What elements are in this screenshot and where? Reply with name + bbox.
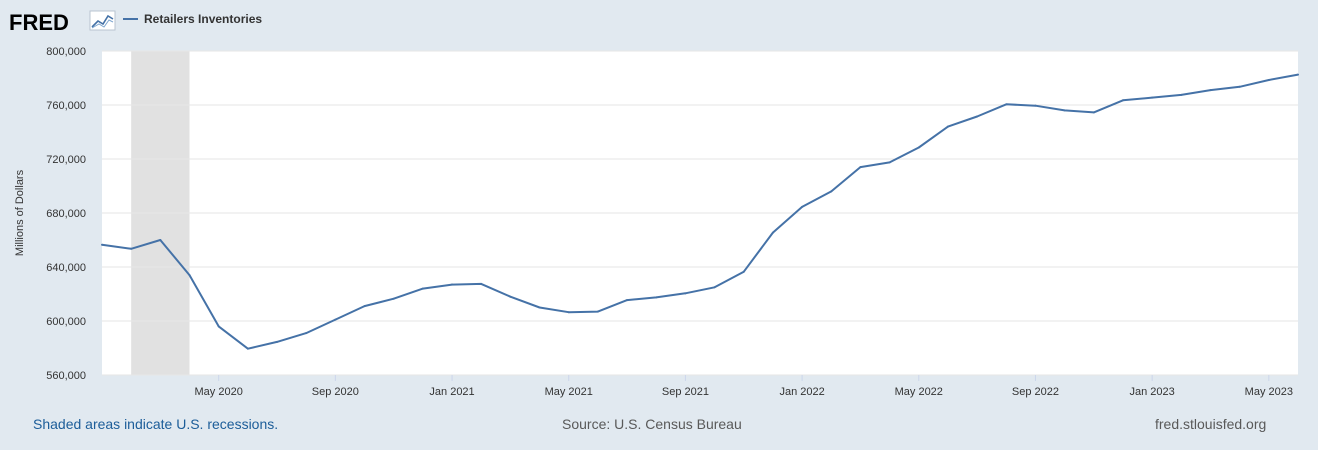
y-tick-label: 640,000 xyxy=(46,262,86,274)
data-point xyxy=(188,274,191,277)
y-tick-label: 600,000 xyxy=(46,316,86,328)
y-tick-label: 560,000 xyxy=(46,370,86,382)
data-point xyxy=(684,292,687,295)
data-point xyxy=(305,332,308,335)
data-point xyxy=(830,190,833,193)
y-axis-ticks: 560,000 600,000 640,000 680,000 720,000 760,0… xyxy=(46,46,86,382)
data-point xyxy=(451,283,454,286)
recessions-note-link[interactable]: Shaded areas indicate U.S. recessions. xyxy=(33,416,279,432)
data-point xyxy=(1092,111,1095,114)
data-point xyxy=(801,205,804,208)
data-point xyxy=(1121,99,1124,102)
data-point xyxy=(276,340,279,343)
data-point xyxy=(363,305,366,308)
data-point xyxy=(859,166,862,169)
y-tick-label: 800,000 xyxy=(46,46,86,58)
data-point xyxy=(655,296,658,299)
y-tick-label: 720,000 xyxy=(46,154,86,166)
x-tick-label: May 2020 xyxy=(195,386,243,398)
fred-logo-chart-icon xyxy=(89,10,116,31)
data-point xyxy=(1005,103,1008,106)
data-point xyxy=(1297,73,1299,76)
data-point xyxy=(742,270,745,273)
data-point xyxy=(976,115,979,118)
series-layer xyxy=(101,73,1299,350)
x-axis-ticks: May 2020 Sep 2020 Jan 2021 May 2021 Sep 2021… xyxy=(195,375,1293,398)
data-point xyxy=(626,299,629,302)
x-tick-label: May 2021 xyxy=(545,386,593,398)
data-point xyxy=(159,239,162,241)
data-point xyxy=(567,311,570,314)
data-point xyxy=(946,125,949,128)
data-point xyxy=(888,161,891,164)
source-note: Source: U.S. Census Bureau xyxy=(562,416,742,432)
data-point xyxy=(917,146,920,149)
x-tick-label: Jan 2021 xyxy=(429,386,474,398)
data-point xyxy=(130,247,133,250)
gridlines xyxy=(102,50,1298,376)
chart-canvas: FRED Retailers Inventories 560,000 600,00… xyxy=(9,10,1299,398)
data-point xyxy=(480,282,483,285)
data-point xyxy=(1238,85,1241,88)
x-tick-label: Jan 2022 xyxy=(779,386,824,398)
data-point xyxy=(1209,89,1212,92)
data-point xyxy=(509,295,512,298)
series-line-retailers-inventories xyxy=(101,73,1299,350)
x-tick-label: May 2022 xyxy=(895,386,943,398)
data-point xyxy=(1180,93,1183,96)
data-point xyxy=(217,325,220,328)
x-tick-label: Sep 2022 xyxy=(1012,386,1059,398)
site-link[interactable]: fred.stlouisfed.org xyxy=(1155,416,1267,432)
data-point xyxy=(771,231,774,234)
x-tick-label: Sep 2020 xyxy=(312,386,359,398)
data-point xyxy=(538,306,541,309)
data-point xyxy=(101,243,103,246)
x-tick-label: Jan 2023 xyxy=(1130,386,1175,398)
data-point xyxy=(1151,96,1154,99)
data-point xyxy=(334,318,337,321)
y-axis-label: Millions of Dollars xyxy=(14,169,26,256)
data-point xyxy=(246,347,249,350)
data-point xyxy=(1034,104,1037,107)
y-tick-label: 680,000 xyxy=(46,208,86,220)
fred-logo[interactable]: FRED xyxy=(9,10,116,35)
data-point xyxy=(596,310,599,313)
legend: Retailers Inventories xyxy=(123,12,262,26)
data-point xyxy=(1267,79,1270,82)
data-point xyxy=(392,297,395,300)
x-tick-label: May 2023 xyxy=(1245,386,1293,398)
data-point xyxy=(1063,109,1066,112)
legend-label: Retailers Inventories xyxy=(144,12,262,26)
fred-logo-text: FRED xyxy=(9,10,69,35)
x-tick-label: Sep 2021 xyxy=(662,386,709,398)
data-point xyxy=(421,287,424,290)
y-tick-label: 760,000 xyxy=(46,100,86,112)
data-point xyxy=(713,286,716,289)
